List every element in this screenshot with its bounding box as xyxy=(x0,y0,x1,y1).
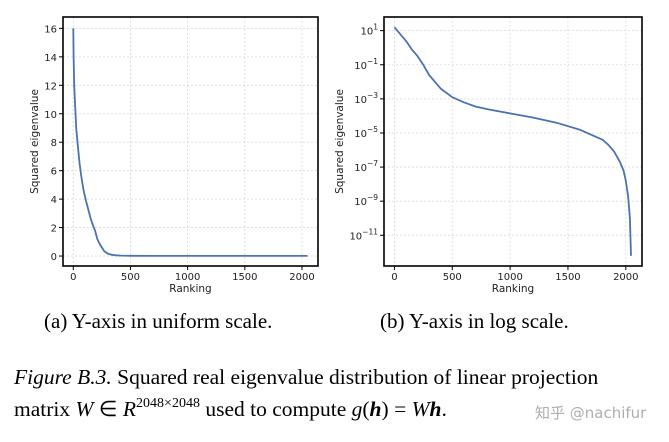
figure-label: Figure B.3. xyxy=(14,365,112,389)
chart-uniform-scale: 0 500 1000 1500 2000 0 2 4 6 8 10 12 14 16 Ranking Squa… xyxy=(29,16,319,295)
chart-a-series-line xyxy=(72,28,308,257)
math-in: ∈ xyxy=(98,397,118,421)
math-exponent: 2048×2048 xyxy=(136,396,200,411)
chart-b-ytick-label-3: 10−5 xyxy=(354,125,378,140)
math-h: h xyxy=(369,397,382,421)
chart-log-scale: 0 500 1000 1500 2000 101 10−1 10−3 10−5 10−7 10−9 1… xyxy=(334,16,643,295)
chart-b-xtick-label-0: 0 xyxy=(391,272,397,283)
chart-a-xlabel: Ranking xyxy=(169,283,211,295)
chart-b-frame xyxy=(383,16,643,267)
chart-a-ytick-label-2: 4 xyxy=(51,195,57,206)
chart-a-xtick-label-3: 1500 xyxy=(232,272,257,283)
chart-b-xlabel: Ranking xyxy=(492,283,534,295)
figure-charts: 0 500 1000 1500 2000 0 2 4 6 8 10 12 14 16 Ranking Squa… xyxy=(29,16,643,295)
chart-a-grid xyxy=(63,17,318,266)
caption-period: . xyxy=(441,397,447,421)
chart-a-xtick-label-2: 1000 xyxy=(175,272,200,283)
caption-prefix: matrix xyxy=(14,397,71,421)
math-eq: = xyxy=(394,397,407,421)
chart-b-ytick-label-4: 10−7 xyxy=(354,159,378,174)
caption-text-1: Squared real eigenvalue distribution of … xyxy=(117,365,599,389)
math-g: g xyxy=(351,397,363,421)
chart-b-xtick-label-3: 1500 xyxy=(555,272,580,283)
chart-b-xtick-label-1: 500 xyxy=(443,272,462,283)
chart-a-xtick-label-1: 500 xyxy=(121,272,140,283)
chart-b-ytick-label-5: 10−9 xyxy=(354,193,378,208)
math-W: W xyxy=(75,397,94,421)
chart-a-ylabel: Squared eigenvalue xyxy=(29,89,41,194)
subcaption-a: (a) Y-axis in uniform scale. xyxy=(44,309,273,333)
math-R: R xyxy=(122,397,137,421)
watermark: 知乎 @nachifur xyxy=(535,404,647,422)
figure-caption-line2: matrix W ∈ R2048×2048 used to compute g(… xyxy=(14,396,447,422)
chart-b-ytick-label-0: 101 xyxy=(360,23,378,38)
chart-b-xtick-label-2: 1000 xyxy=(497,272,522,283)
math-h2: h xyxy=(429,397,442,421)
chart-b-grid xyxy=(384,17,642,266)
chart-a-ytick-label-7: 14 xyxy=(44,53,57,64)
chart-a-ytick-label-0: 0 xyxy=(51,252,57,263)
subcaption-b: (b) Y-axis in log scale. xyxy=(380,309,569,333)
chart-b-ytick-label-6: 10−11 xyxy=(349,227,378,242)
chart-a-xtick-label-4: 2000 xyxy=(289,272,314,283)
figure-caption-line1: Figure B.3. Squared real eigenvalue dist… xyxy=(14,365,598,390)
chart-a-xtick-label-0: 0 xyxy=(70,272,76,283)
caption-mid: used to compute xyxy=(205,397,347,421)
math-W2: W xyxy=(411,397,430,421)
chart-a-frame xyxy=(62,16,319,267)
chart-b-xtick-label-4: 2000 xyxy=(613,272,638,283)
chart-b-series-line xyxy=(393,26,632,256)
chart-a-ytick-label-3: 6 xyxy=(51,167,57,178)
chart-a-ytick-label-5: 10 xyxy=(44,110,57,121)
chart-b-ylabel: Squared eigenvalue xyxy=(334,89,346,194)
chart-a-ytick-label-4: 8 xyxy=(51,138,57,149)
chart-a-ytick-label-6: 12 xyxy=(44,81,57,92)
chart-a-ytick-label-1: 2 xyxy=(51,224,57,235)
chart-b-ytick-label-2: 10−3 xyxy=(354,91,378,106)
chart-b-ytick-label-1: 10−1 xyxy=(354,57,378,72)
chart-a-ytick-label-8: 16 xyxy=(44,24,57,35)
